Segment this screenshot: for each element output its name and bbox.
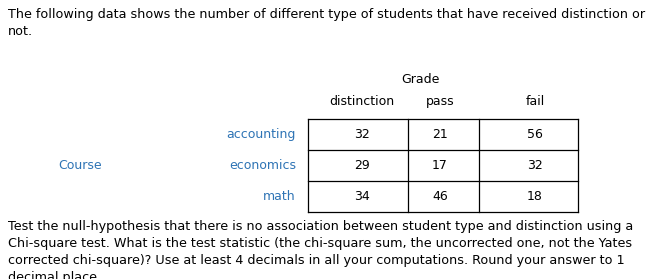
Text: accounting: accounting bbox=[227, 128, 296, 141]
Text: Course: Course bbox=[58, 159, 102, 172]
Text: 18: 18 bbox=[527, 190, 543, 203]
Text: math: math bbox=[264, 190, 296, 203]
Text: Grade: Grade bbox=[401, 73, 439, 86]
Text: 21: 21 bbox=[432, 128, 448, 141]
Text: 32: 32 bbox=[527, 159, 543, 172]
Text: 56: 56 bbox=[527, 128, 543, 141]
Text: economics: economics bbox=[229, 159, 296, 172]
Text: 17: 17 bbox=[432, 159, 448, 172]
Text: Test the null-hypothesis that there is no association between student type and d: Test the null-hypothesis that there is n… bbox=[8, 220, 634, 279]
Text: The following data shows the number of different type of students that have rece: The following data shows the number of d… bbox=[8, 8, 645, 39]
Text: 46: 46 bbox=[432, 190, 448, 203]
Text: 29: 29 bbox=[354, 159, 370, 172]
Text: 34: 34 bbox=[354, 190, 370, 203]
Text: 32: 32 bbox=[354, 128, 370, 141]
Text: fail: fail bbox=[525, 95, 545, 108]
Text: distinction: distinction bbox=[329, 95, 395, 108]
Text: pass: pass bbox=[425, 95, 454, 108]
